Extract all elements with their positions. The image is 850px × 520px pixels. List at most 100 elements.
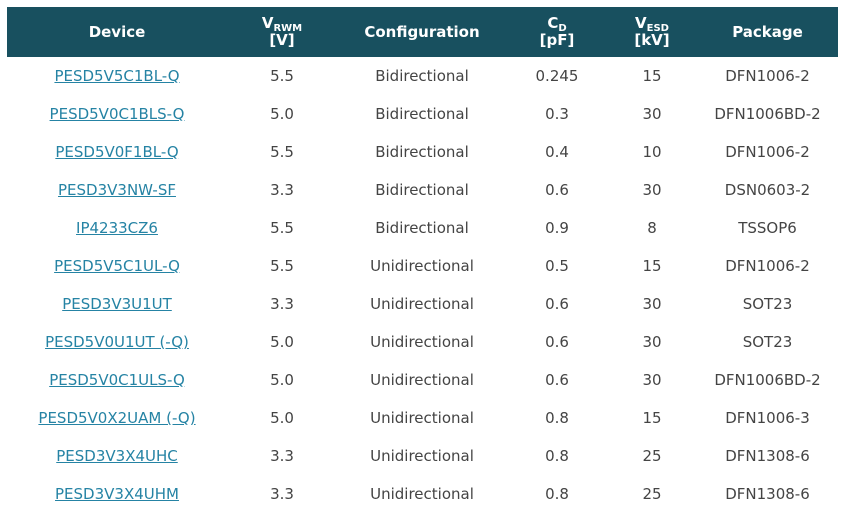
package-cell: DFN1006-2 (697, 57, 838, 95)
vrwm-cell: 3.3 (227, 475, 337, 513)
table-row: PESD5V0C1BLS-Q 5.0 Bidirectional 0.3 30 … (7, 95, 838, 133)
configuration-cell: Bidirectional (337, 209, 507, 247)
table-row: PESD5V0U1UT (-Q) 5.0 Unidirectional 0.6 … (7, 323, 838, 361)
device-cell: PESD3V3NW-SF (7, 171, 227, 209)
device-link[interactable]: PESD5V0C1ULS-Q (49, 371, 185, 389)
cd-cell: 0.9 (507, 209, 607, 247)
device-link[interactable]: PESD5V0C1BLS-Q (49, 105, 185, 123)
header-label-configuration: Configuration (364, 22, 480, 41)
cd-cell: 0.5 (507, 247, 607, 285)
device-cell: PESD5V0X2UAM (-Q) (7, 399, 227, 437)
vesd-cell: 10 (607, 133, 697, 171)
vrwm-cell: 5.0 (227, 399, 337, 437)
device-link[interactable]: PESD5V0X2UAM (-Q) (38, 409, 196, 427)
vrwm-cell: 5.0 (227, 361, 337, 399)
cd-cell: 0.6 (507, 323, 607, 361)
table-row: PESD3V3X4UHC 3.3 Unidirectional 0.8 25 D… (7, 437, 838, 475)
vesd-cell: 15 (607, 57, 697, 95)
vesd-cell: 15 (607, 399, 697, 437)
header-symbol-vrwm: VRWM (261, 14, 303, 34)
cd-cell: 0.6 (507, 285, 607, 323)
device-link[interactable]: PESD5V0U1UT (-Q) (45, 333, 189, 351)
column-header-configuration: Configuration (337, 7, 507, 57)
vrwm-cell: 5.5 (227, 133, 337, 171)
cd-cell: 0.8 (507, 437, 607, 475)
configuration-cell: Bidirectional (337, 57, 507, 95)
vrwm-cell: 5.0 (227, 323, 337, 361)
vrwm-cell: 3.3 (227, 285, 337, 323)
device-cell: PESD3V3U1UT (7, 285, 227, 323)
table-row: PESD3V3U1UT 3.3 Unidirectional 0.6 30 SO… (7, 285, 838, 323)
package-cell: DFN1006-2 (697, 247, 838, 285)
device-link[interactable]: PESD5V5C1BL-Q (54, 67, 180, 85)
device-link[interactable]: PESD5V0F1BL-Q (55, 143, 179, 161)
device-cell: PESD3V3X4UHC (7, 437, 227, 475)
column-header-vrwm: VRWM [V] (227, 7, 337, 57)
device-cell: PESD5V5C1UL-Q (7, 247, 227, 285)
package-cell: TSSOP6 (697, 209, 838, 247)
header-subscript-vrwm: RWM (273, 23, 303, 34)
column-header-package: Package (697, 7, 838, 57)
cd-cell: 0.8 (507, 475, 607, 513)
vrwm-cell: 5.5 (227, 209, 337, 247)
device-link[interactable]: PESD3V3U1UT (62, 295, 172, 313)
header-label-device: Device (88, 22, 146, 41)
header-subscript-cd: D (558, 23, 567, 34)
vrwm-cell: 5.0 (227, 95, 337, 133)
device-cell: PESD5V0C1BLS-Q (7, 95, 227, 133)
column-header-device: Device (7, 7, 227, 57)
header-label-package: Package (732, 22, 803, 41)
device-link[interactable]: PESD3V3X4UHM (55, 485, 179, 503)
configuration-cell: Unidirectional (337, 323, 507, 361)
column-header-cd: CD [pF] (507, 7, 607, 57)
vesd-cell: 25 (607, 437, 697, 475)
table-row: PESD5V0F1BL-Q 5.5 Bidirectional 0.4 10 D… (7, 133, 838, 171)
table-row: IP4233CZ6 5.5 Bidirectional 0.9 8 TSSOP6 (7, 209, 838, 247)
cd-cell: 0.8 (507, 399, 607, 437)
column-header-vesd: VESD [kV] (607, 7, 697, 57)
device-link[interactable]: PESD5V5C1UL-Q (54, 257, 180, 275)
vrwm-cell: 3.3 (227, 437, 337, 475)
vesd-cell: 30 (607, 171, 697, 209)
configuration-cell: Bidirectional (337, 95, 507, 133)
table-body: PESD5V5C1BL-Q 5.5 Bidirectional 0.245 15… (7, 57, 838, 513)
table-row: PESD5V5C1BL-Q 5.5 Bidirectional 0.245 15… (7, 57, 838, 95)
device-cell: PESD5V5C1BL-Q (7, 57, 227, 95)
table-header: Device VRWM [V] Configuration CD [pF] VE… (7, 7, 838, 57)
vrwm-cell: 3.3 (227, 171, 337, 209)
vesd-cell: 30 (607, 285, 697, 323)
configuration-cell: Unidirectional (337, 399, 507, 437)
vrwm-cell: 5.5 (227, 247, 337, 285)
configuration-cell: Bidirectional (337, 133, 507, 171)
cd-cell: 0.6 (507, 361, 607, 399)
device-link[interactable]: IP4233CZ6 (76, 219, 158, 237)
vrwm-cell: 5.5 (227, 57, 337, 95)
vesd-cell: 25 (607, 475, 697, 513)
header-row: Device VRWM [V] Configuration CD [pF] VE… (7, 7, 838, 57)
table-row: PESD3V3NW-SF 3.3 Bidirectional 0.6 30 DS… (7, 171, 838, 209)
device-cell: PESD5V0U1UT (-Q) (7, 323, 227, 361)
header-unit-vrwm: [V] (269, 31, 295, 49)
package-cell: DFN1006-3 (697, 399, 838, 437)
configuration-cell: Unidirectional (337, 247, 507, 285)
package-cell: SOT23 (697, 323, 838, 361)
device-cell: PESD5V0C1ULS-Q (7, 361, 227, 399)
configuration-cell: Unidirectional (337, 437, 507, 475)
device-cell: IP4233CZ6 (7, 209, 227, 247)
configuration-cell: Unidirectional (337, 285, 507, 323)
header-unit-vesd: [kV] (634, 31, 670, 49)
header-symbol-cd: CD (547, 14, 567, 34)
device-comparison-table: Device VRWM [V] Configuration CD [pF] VE… (7, 7, 838, 513)
device-link[interactable]: PESD3V3X4UHC (56, 447, 178, 465)
table-row: PESD5V0X2UAM (-Q) 5.0 Unidirectional 0.8… (7, 399, 838, 437)
vesd-cell: 30 (607, 361, 697, 399)
package-cell: DFN1308-6 (697, 437, 838, 475)
header-symbol-vesd: VESD (635, 14, 669, 34)
package-cell: DSN0603-2 (697, 171, 838, 209)
device-cell: PESD3V3X4UHM (7, 475, 227, 513)
vesd-cell: 30 (607, 95, 697, 133)
header-subscript-vesd: ESD (646, 23, 669, 34)
device-link[interactable]: PESD3V3NW-SF (58, 181, 176, 199)
configuration-cell: Unidirectional (337, 475, 507, 513)
configuration-cell: Bidirectional (337, 171, 507, 209)
